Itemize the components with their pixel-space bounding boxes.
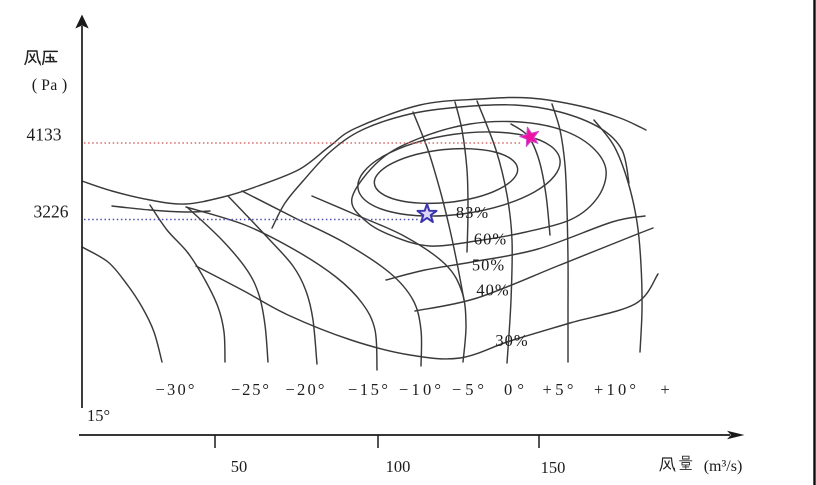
svg-text:4133: 4133: [27, 125, 62, 145]
svg-text:−5°: −5°: [452, 380, 484, 399]
svg-text:40%: 40%: [476, 281, 509, 300]
svg-text:−10°: −10°: [399, 380, 441, 399]
svg-text:Pa: Pa: [41, 77, 58, 94]
svg-text:150: 150: [541, 458, 566, 477]
svg-text:+: +: [660, 380, 669, 399]
svg-text:+10°: +10°: [594, 380, 636, 399]
svg-text:0°: 0°: [504, 380, 524, 399]
svg-text:83%: 83%: [456, 203, 489, 222]
svg-text:−20°: −20°: [286, 380, 325, 399]
svg-text:100: 100: [386, 457, 411, 476]
svg-text:−15°: −15°: [348, 380, 388, 399]
svg-text:50%: 50%: [472, 256, 505, 275]
svg-text:): ): [62, 75, 68, 94]
svg-text:(m³/s): (m³/s): [704, 458, 743, 475]
svg-text:3226: 3226: [34, 202, 69, 222]
svg-text:−25°: −25°: [231, 380, 269, 399]
svg-text:(: (: [32, 75, 38, 94]
svg-text:+5°: +5°: [543, 380, 574, 399]
svg-text:30%: 30%: [495, 331, 528, 350]
svg-text:60%: 60%: [474, 230, 507, 249]
svg-text:15°: 15°: [87, 406, 110, 425]
svg-text:50: 50: [231, 457, 248, 476]
svg-text:−30°: −30°: [156, 380, 195, 399]
